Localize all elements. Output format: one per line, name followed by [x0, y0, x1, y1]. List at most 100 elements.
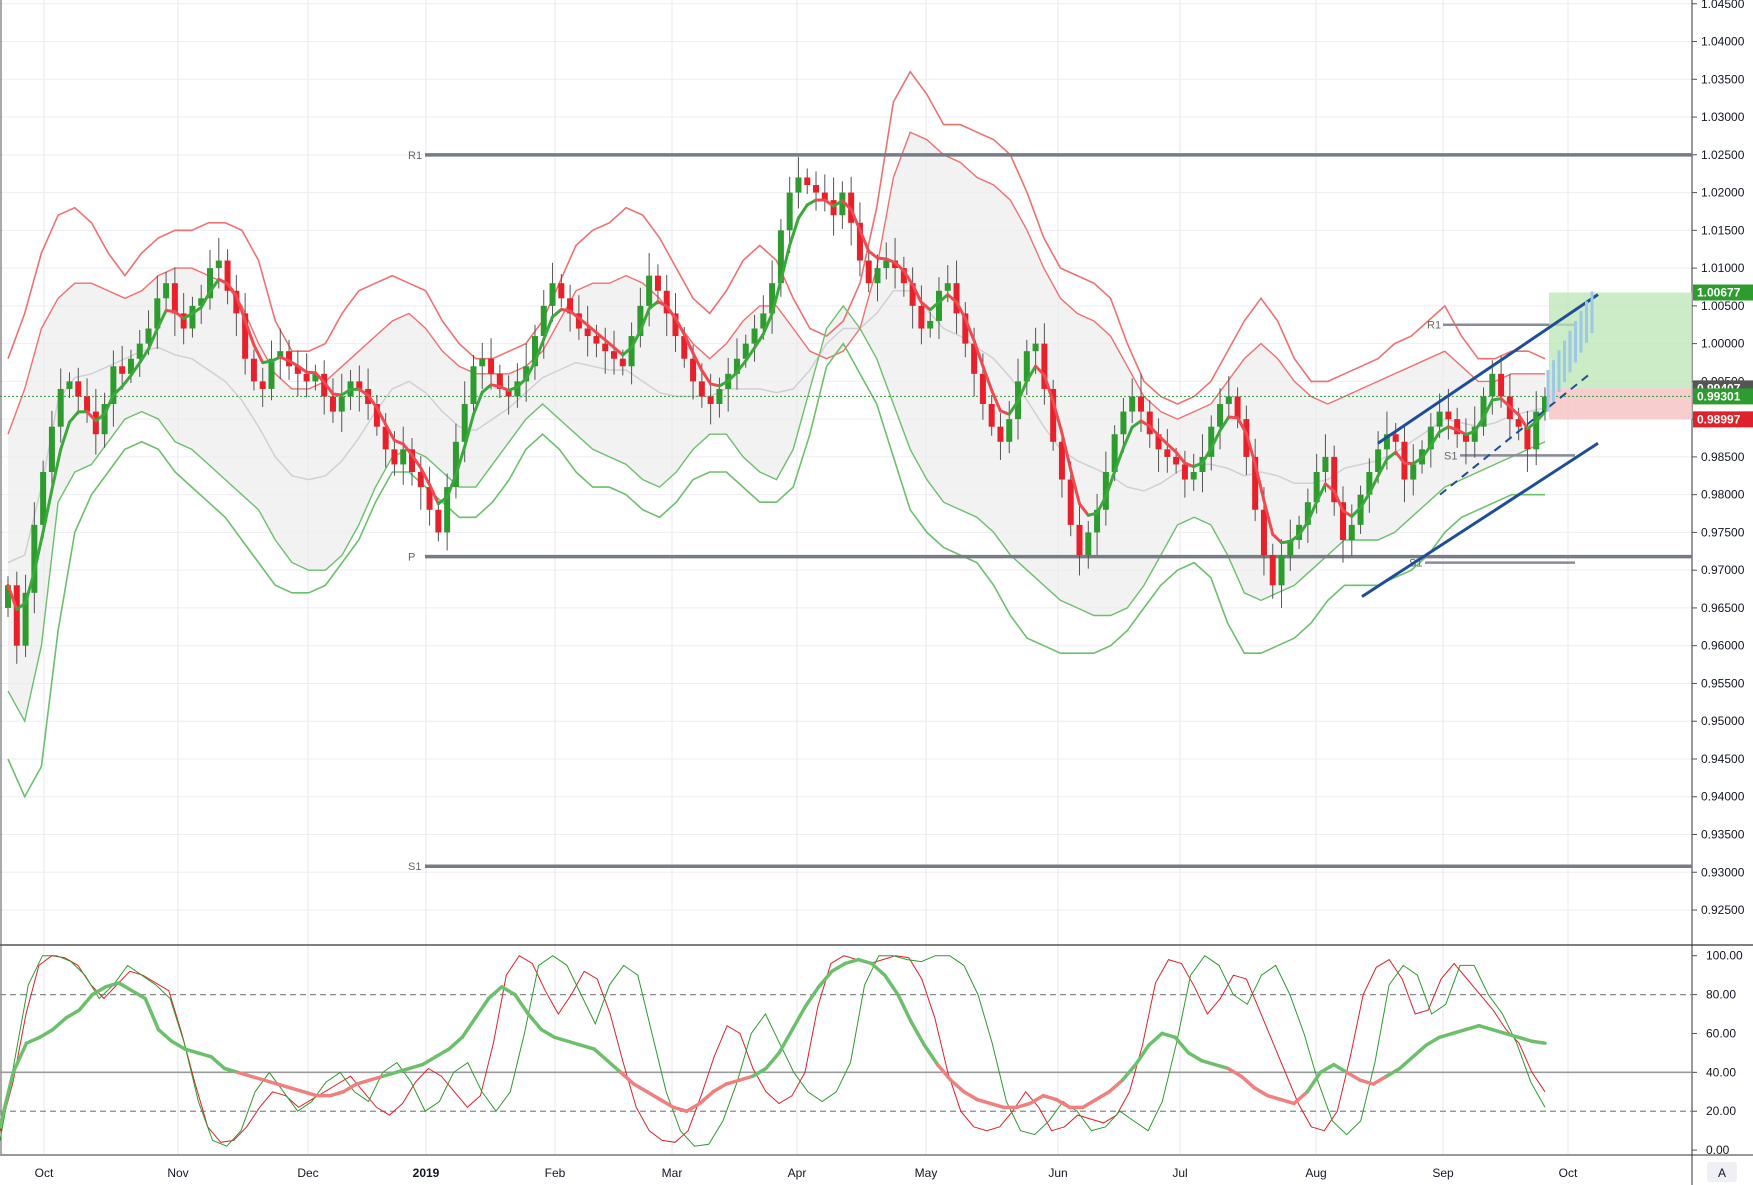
time-label-7: May: [915, 1166, 938, 1180]
trend-ma-segment: [1034, 364, 1046, 377]
candle-body: [338, 396, 345, 412]
candle-body: [865, 260, 872, 284]
osc-signal-segment: [962, 1090, 979, 1102]
price-tick-label: 0.95000: [1701, 714, 1745, 728]
candle-body: [628, 336, 635, 367]
trend-ma-segment: [147, 327, 159, 351]
trend-ma-segment: [963, 317, 976, 343]
trend-ma-segment: [1525, 420, 1538, 431]
candle-body: [119, 366, 126, 374]
osc-signal-segment: [1345, 1070, 1362, 1082]
osc-line-0: [0, 955, 1546, 1143]
trend-ma-segment: [955, 300, 967, 321]
trend-ma-segment: [726, 370, 739, 383]
osc-signal-segment: [1437, 1031, 1455, 1040]
price-tick-label: 0.98500: [1701, 450, 1745, 464]
candle-body: [672, 313, 679, 337]
candle-body: [1058, 441, 1065, 480]
trend-ma-segment: [1429, 430, 1442, 447]
trend-ma-segment: [805, 198, 818, 207]
candle-body: [1410, 464, 1417, 480]
osc-signal-segment: [975, 1097, 993, 1106]
osc-signal-segment: [1147, 1031, 1164, 1047]
candle-body: [523, 366, 530, 382]
osc-signal-segment: [1530, 1039, 1547, 1045]
candle-body: [13, 585, 20, 646]
trend-ma-segment: [120, 373, 133, 389]
trend-ma-segment: [1157, 433, 1169, 446]
candle-body: [654, 275, 661, 291]
price-tag-2: [1693, 388, 1753, 405]
trend-ma-segment: [779, 243, 792, 282]
trend-ma-segment: [1455, 428, 1468, 437]
band-upper-outer: [7, 70, 1546, 405]
candle-body: [514, 381, 521, 397]
osc-tick-label: 100.00: [1706, 949, 1743, 963]
trend-ma-segment: [173, 310, 186, 320]
trend-ma-segment: [1095, 495, 1108, 515]
candle-body: [549, 283, 556, 306]
trend-ma-segment: [981, 364, 994, 392]
candle-body: [900, 268, 907, 284]
candle-body: [1146, 411, 1153, 435]
pivot-label-r1: R1: [408, 150, 422, 162]
candle-body: [1322, 456, 1329, 472]
candle-body: [1137, 396, 1144, 412]
price-tag-label-0: 1.00677: [1697, 285, 1741, 299]
candle-body: [733, 358, 740, 374]
candle-body: [1217, 404, 1224, 427]
osc-signal-segment: [328, 1090, 346, 1098]
trend-ma-segment: [656, 300, 669, 308]
trend-ma-segment: [840, 199, 853, 212]
price-tick-label: 1.00000: [1701, 337, 1745, 351]
candle-body: [1515, 419, 1522, 427]
candle-body: [795, 177, 802, 193]
band-lower-outer: [7, 342, 1545, 799]
osc-signal-segment: [1133, 1043, 1151, 1067]
trend-ma-segment: [1482, 398, 1494, 419]
osc-signal-segment: [1160, 1031, 1178, 1040]
candle-body: [707, 396, 714, 405]
candle-body: [1331, 456, 1338, 503]
candle-body: [207, 268, 214, 299]
trend-ma-segment: [463, 412, 475, 449]
trend-ma-segment: [1192, 461, 1204, 469]
trend-ma-segment: [788, 216, 800, 247]
candle-body: [856, 222, 863, 261]
auto-scale-button[interactable]: [1707, 1162, 1737, 1182]
candle-body: [821, 192, 828, 201]
osc-signal-segment: [698, 1090, 715, 1106]
trend-ma-segment: [138, 347, 151, 365]
osc-signal-segment: [1015, 1101, 1032, 1110]
price-tick-label: 1.02500: [1701, 148, 1745, 162]
trend-ma-segment: [32, 530, 45, 574]
pivot-label-s1: S1: [408, 861, 421, 873]
trend-ma-segment: [392, 438, 405, 446]
osc-signal-segment: [935, 1062, 953, 1082]
trend-ma-segment: [226, 282, 238, 298]
candle-body: [496, 373, 503, 389]
trend-ma-segment: [1306, 500, 1319, 524]
trend-ma-segment: [515, 377, 528, 389]
osc-signal-segment: [896, 992, 913, 1024]
osc-signal-segment: [988, 1101, 1006, 1110]
osc-signal-segment: [856, 957, 874, 966]
band-fill: [8, 132, 1545, 722]
trend-ma-segment: [454, 445, 467, 477]
osc-signal-segment: [1318, 1062, 1336, 1075]
candle-body: [356, 381, 363, 389]
trend-ma-segment: [375, 406, 388, 426]
trend-ma-segment: [594, 331, 607, 342]
candle-body: [1489, 373, 1496, 397]
trend-ma-segment: [357, 387, 370, 397]
osc-signal-segment: [552, 1035, 570, 1044]
trend-ma-segment: [972, 339, 985, 368]
price-tag-label-3: 0.98997: [1697, 412, 1741, 426]
candle-body: [751, 328, 758, 344]
candle-body: [558, 283, 565, 299]
trend-ma-segment: [919, 300, 932, 312]
candle-body: [136, 343, 143, 359]
trend-ma-segment: [638, 307, 651, 333]
osc-signal-segment: [1464, 1023, 1481, 1032]
